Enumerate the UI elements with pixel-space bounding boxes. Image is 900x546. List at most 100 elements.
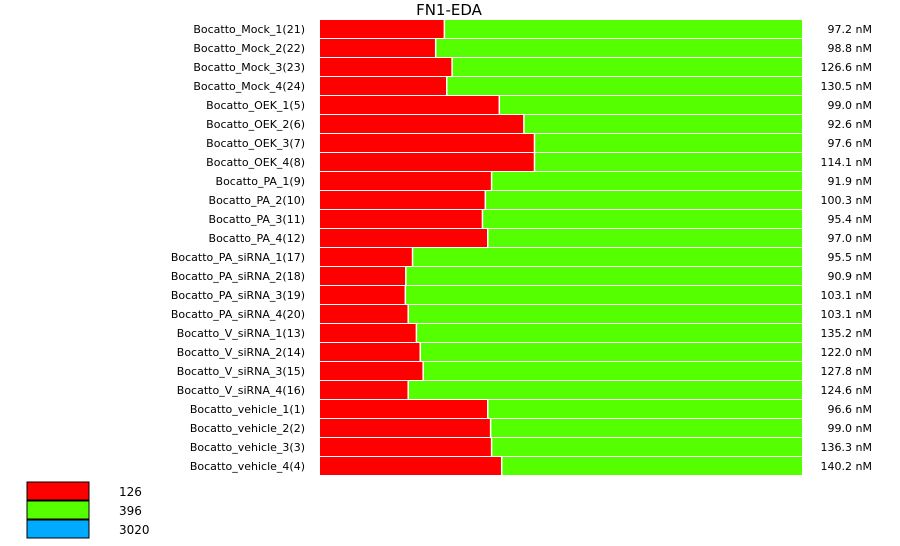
bar-segment-396 — [408, 381, 802, 399]
category-label: Bocatto_vehicle_4(4) — [190, 460, 305, 473]
chart-title: FN1-EDA — [416, 1, 483, 19]
category-label: Bocatto_Mock_3(23) — [193, 61, 305, 74]
value-label: 127.8 nM — [821, 365, 872, 378]
bar-segment-396 — [405, 286, 802, 304]
bar-segment-396 — [523, 115, 802, 133]
bar-segment-126 — [320, 324, 417, 342]
category-label: Bocatto_vehicle_2(2) — [190, 422, 305, 435]
bar-segment-126 — [320, 58, 453, 76]
bar-segment-396 — [487, 229, 802, 247]
bar-segment-396 — [446, 77, 802, 95]
bar-segment-126 — [320, 96, 500, 114]
bar-segment-126 — [320, 134, 535, 152]
bar-segment-396 — [534, 153, 802, 171]
bar-segment-126 — [320, 210, 483, 228]
category-label: Bocatto_OEK_3(7) — [206, 137, 305, 150]
bar-segment-126 — [320, 267, 406, 285]
bar-segment-396 — [499, 96, 802, 114]
value-label: 130.5 nM — [821, 80, 872, 93]
value-label: 99.0 nM — [828, 99, 872, 112]
legend: 126 396 3020 — [26, 481, 150, 539]
category-label: Bocatto_PA_siRNA_3(19) — [171, 289, 305, 302]
value-label: 140.2 nM — [821, 460, 872, 473]
value-label: 103.1 nM — [821, 308, 872, 321]
bar-segment-396 — [485, 191, 802, 209]
bar-segment-126 — [320, 153, 535, 171]
category-label: Bocatto_PA_siRNA_4(20) — [171, 308, 305, 321]
category-label: Bocatto_PA_4(12) — [209, 232, 305, 245]
bar-segment-126 — [320, 286, 406, 304]
bar-segment-396 — [435, 39, 802, 57]
bar-segment-126 — [320, 438, 492, 456]
bar-segment-126 — [320, 419, 491, 437]
bar-segment-126 — [320, 191, 486, 209]
bar-segment-396 — [487, 400, 802, 418]
value-label: 135.2 nM — [821, 327, 872, 340]
category-label: Bocatto_V_siRNA_1(13) — [177, 327, 305, 340]
bar-segment-396 — [408, 305, 802, 323]
bar-segment-396 — [444, 20, 802, 38]
bar-segment-126 — [320, 115, 524, 133]
value-label: 126.6 nM — [821, 61, 872, 74]
category-label: Bocatto_PA_siRNA_1(17) — [171, 251, 305, 264]
bar-segment-396 — [412, 248, 802, 266]
category-label: Bocatto_Mock_4(24) — [193, 80, 305, 93]
value-label: 95.4 nM — [828, 213, 872, 226]
bar-segment-126 — [320, 39, 436, 57]
bar-segment-126 — [320, 343, 421, 361]
legend-swatch — [26, 481, 90, 501]
bar-segment-126 — [320, 20, 445, 38]
value-label: 92.6 nM — [828, 118, 872, 131]
bar-segment-126 — [320, 400, 488, 418]
category-label: Bocatto_V_siRNA_3(15) — [177, 365, 305, 378]
category-label: Bocatto_V_siRNA_4(16) — [177, 384, 305, 397]
bar-segment-396 — [423, 362, 802, 380]
bar-segment-126 — [320, 457, 502, 475]
bar-segment-396 — [416, 324, 802, 342]
bar-segment-396 — [420, 343, 802, 361]
value-label: 136.3 nM — [821, 441, 872, 454]
legend-swatch — [26, 519, 90, 539]
category-label: Bocatto_PA_siRNA_2(18) — [171, 270, 305, 283]
bar-segment-126 — [320, 172, 492, 190]
category-label: Bocatto_vehicle_3(3) — [190, 441, 305, 454]
value-label: 91.9 nM — [828, 175, 872, 188]
value-label: 95.5 nM — [828, 251, 872, 264]
category-label: Bocatto_Mock_1(21) — [193, 23, 305, 36]
chart-rows: Bocatto_Mock_1(21) 97.2 nM Bocatto_Mock_2(… — [171, 20, 872, 475]
value-label: 98.8 nM — [828, 42, 872, 55]
category-label: Bocatto_PA_1(9) — [216, 175, 305, 188]
legend-label: 126 — [119, 485, 142, 499]
value-label: 124.6 nM — [821, 384, 872, 397]
value-label: 103.1 nM — [821, 289, 872, 302]
value-label: 97.2 nM — [828, 23, 872, 36]
bar-segment-396 — [491, 172, 802, 190]
category-label: Bocatto_vehicle_1(1) — [190, 403, 305, 416]
value-label: 97.6 nM — [828, 137, 872, 150]
legend-label: 396 — [119, 504, 142, 518]
bar-segment-396 — [452, 58, 802, 76]
bar-segment-126 — [320, 229, 488, 247]
value-label: 99.0 nM — [828, 422, 872, 435]
bar-segment-396 — [405, 267, 802, 285]
legend-swatch — [26, 500, 90, 520]
bar-segment-396 — [491, 438, 802, 456]
bar-segment-126 — [320, 362, 424, 380]
category-label: Bocatto_PA_3(11) — [209, 213, 305, 226]
value-label: 100.3 nM — [821, 194, 872, 207]
bar-segment-396 — [534, 134, 802, 152]
bar-segment-126 — [320, 305, 409, 323]
bar-segment-396 — [482, 210, 802, 228]
bar-segment-126 — [320, 381, 409, 399]
value-label: 122.0 nM — [821, 346, 872, 359]
category-label: Bocatto_OEK_1(5) — [206, 99, 305, 112]
bar-segment-126 — [320, 248, 413, 266]
bar-segment-396 — [490, 419, 802, 437]
category-label: Bocatto_PA_2(10) — [209, 194, 305, 207]
category-label: Bocatto_V_siRNA_2(14) — [177, 346, 305, 359]
category-label: Bocatto_Mock_2(22) — [193, 42, 305, 55]
value-label: 96.6 nM — [828, 403, 872, 416]
value-label: 90.9 nM — [828, 270, 872, 283]
value-label: 97.0 nM — [828, 232, 872, 245]
